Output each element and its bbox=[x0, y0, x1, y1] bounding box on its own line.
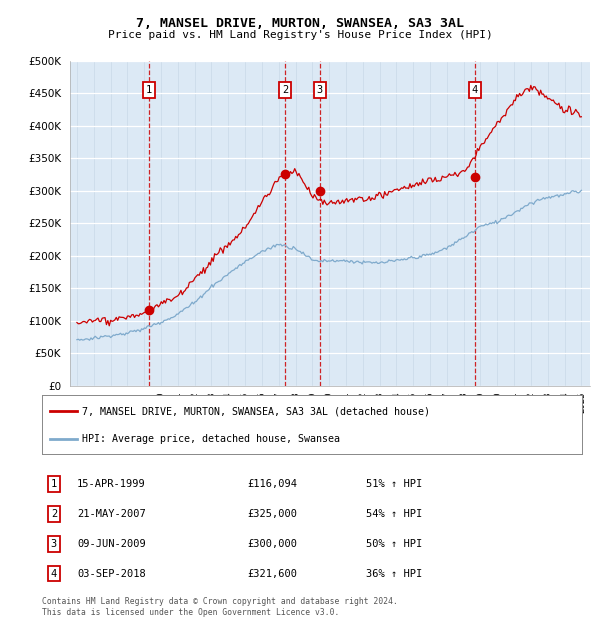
Text: 3: 3 bbox=[317, 85, 323, 95]
Text: 03-SEP-2018: 03-SEP-2018 bbox=[77, 569, 146, 578]
Text: 4: 4 bbox=[472, 85, 478, 95]
Text: HPI: Average price, detached house, Swansea: HPI: Average price, detached house, Swan… bbox=[83, 434, 341, 444]
Text: £321,600: £321,600 bbox=[247, 569, 297, 578]
Text: £300,000: £300,000 bbox=[247, 539, 297, 549]
Text: 51% ↑ HPI: 51% ↑ HPI bbox=[366, 479, 422, 489]
Text: 7, MANSEL DRIVE, MURTON, SWANSEA, SA3 3AL (detached house): 7, MANSEL DRIVE, MURTON, SWANSEA, SA3 3A… bbox=[83, 407, 431, 417]
Text: 09-JUN-2009: 09-JUN-2009 bbox=[77, 539, 146, 549]
Text: £325,000: £325,000 bbox=[247, 509, 297, 519]
Text: 36% ↑ HPI: 36% ↑ HPI bbox=[366, 569, 422, 578]
Text: 15-APR-1999: 15-APR-1999 bbox=[77, 479, 146, 489]
Text: 21-MAY-2007: 21-MAY-2007 bbox=[77, 509, 146, 519]
Text: 50% ↑ HPI: 50% ↑ HPI bbox=[366, 539, 422, 549]
Text: 2: 2 bbox=[51, 509, 57, 519]
Text: 7, MANSEL DRIVE, MURTON, SWANSEA, SA3 3AL: 7, MANSEL DRIVE, MURTON, SWANSEA, SA3 3A… bbox=[136, 17, 464, 30]
Text: Contains HM Land Registry data © Crown copyright and database right 2024.
This d: Contains HM Land Registry data © Crown c… bbox=[42, 598, 398, 617]
Text: 2: 2 bbox=[282, 85, 288, 95]
Text: 4: 4 bbox=[51, 569, 57, 578]
Text: Price paid vs. HM Land Registry's House Price Index (HPI): Price paid vs. HM Land Registry's House … bbox=[107, 30, 493, 40]
Text: 54% ↑ HPI: 54% ↑ HPI bbox=[366, 509, 422, 519]
Text: 3: 3 bbox=[51, 539, 57, 549]
Text: 1: 1 bbox=[146, 85, 152, 95]
Text: £116,094: £116,094 bbox=[247, 479, 297, 489]
Text: 1: 1 bbox=[51, 479, 57, 489]
